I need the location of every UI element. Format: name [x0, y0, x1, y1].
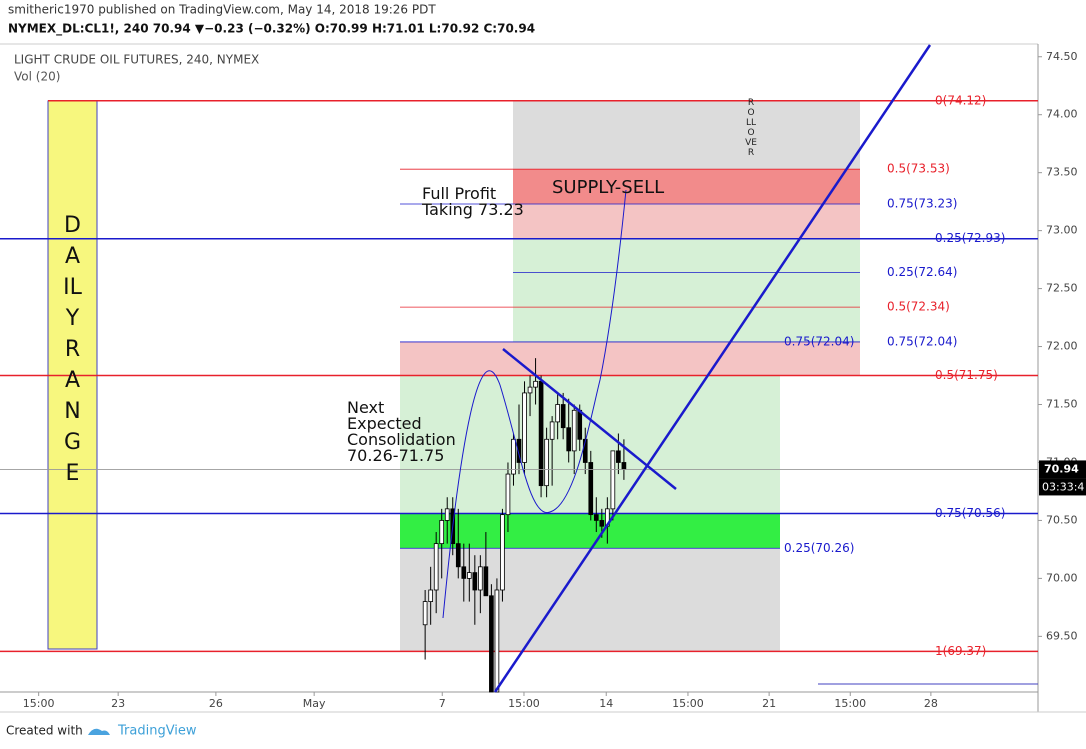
- x-tick-label: 15:00: [672, 697, 704, 710]
- zone: [513, 238, 860, 342]
- level-label: 0.5(72.34): [887, 300, 950, 314]
- quote: NYMEX_DL:CL1!, 240 70.94 ▼−0.23 (−0.32%)…: [8, 22, 535, 37]
- y-tick-label: 70.00: [1046, 571, 1078, 584]
- candle-body: [439, 520, 445, 545]
- level-label: 0.25(72.93): [935, 231, 1005, 245]
- countdown-label: 03:33:4: [1042, 480, 1084, 493]
- level-label: 0.75(72.04): [784, 334, 854, 348]
- x-tick-label: 15:00: [834, 697, 866, 710]
- candle-body: [533, 380, 538, 388]
- y-tick-label: 72.00: [1046, 340, 1078, 353]
- level-label: 0.5(73.53): [887, 162, 950, 176]
- candle-body: [472, 572, 478, 591]
- candle-body: [478, 566, 483, 591]
- marks: 69.5070.0070.5071.0071.5072.0072.5073.00…: [0, 50, 1086, 710]
- rollover-label: ROLLOVER: [745, 98, 757, 158]
- zone: [513, 169, 860, 204]
- x-tick-label: 14: [599, 697, 613, 710]
- supply-label: SUPPLY-SELL: [552, 177, 665, 198]
- y-tick-label: 72.50: [1046, 282, 1078, 295]
- last-price-box: [1039, 460, 1086, 479]
- trendline: [493, 44, 932, 693]
- y-tick-label: 69.50: [1046, 629, 1078, 642]
- zone: [513, 100, 860, 170]
- candle-body: [422, 601, 428, 626]
- level-label: 0(74.12): [935, 93, 986, 107]
- footer-brand[interactable]: TradingView: [117, 724, 197, 739]
- level-label: 0.75(72.04): [887, 334, 957, 348]
- candle-body: [544, 438, 549, 487]
- candle-body: [461, 566, 467, 579]
- candle-body: [489, 595, 494, 693]
- y-tick-label: 71.50: [1046, 398, 1078, 411]
- candle-body: [483, 566, 489, 597]
- x-tick-label: 15:00: [508, 697, 540, 710]
- x-tick-label: 15:00: [23, 697, 55, 710]
- candle-body: [466, 572, 472, 579]
- candle-body: [494, 589, 500, 693]
- consolidation-note: Next Expected Consolidation 70.26-71.75: [347, 398, 456, 465]
- candle-body: [566, 427, 572, 452]
- y-tick-label: 73.50: [1046, 166, 1078, 179]
- candle-body: [571, 409, 577, 452]
- level-label: 0.25(70.26): [784, 541, 854, 555]
- level-label: 0.75(73.23): [887, 196, 957, 210]
- chart-title: LIGHT CRUDE OIL FUTURES, 240, NYMEX: [14, 53, 259, 67]
- publisher: smitheric1970 published on TradingView.c…: [8, 3, 436, 17]
- level-label: 0.25(72.64): [887, 265, 957, 279]
- candle-body: [538, 380, 544, 487]
- last-price-label: 70.94: [1044, 462, 1079, 475]
- level-label: 0.75(70.56): [935, 506, 1005, 520]
- zone: [513, 203, 860, 239]
- candle-body: [582, 438, 588, 463]
- candle-body: [433, 543, 439, 591]
- candle-body: [500, 514, 505, 591]
- y-tick-label: 74.50: [1046, 50, 1078, 63]
- candle-body: [621, 462, 627, 470]
- x-tick-label: 28: [924, 697, 938, 710]
- footer-created: Created with: [6, 724, 83, 738]
- logo: [88, 728, 110, 735]
- candle-body: [505, 473, 511, 516]
- candle-body: [560, 404, 566, 429]
- candle-body: [577, 409, 583, 440]
- subtitle: Vol (20): [14, 70, 60, 84]
- zone: [400, 341, 860, 376]
- candle-body: [593, 514, 599, 521]
- candle-body: [549, 421, 555, 440]
- candle-body: [527, 386, 533, 394]
- candle-body: [511, 438, 516, 475]
- candle-body: [555, 404, 560, 423]
- level-label: 1(69.37): [935, 644, 986, 658]
- candle-body: [516, 438, 522, 463]
- level-label: 0.5(71.75): [935, 368, 998, 382]
- candle-body: [444, 508, 450, 521]
- trendline: [502, 348, 677, 490]
- x-tick-label: 26: [209, 697, 223, 710]
- countdown-box: [1039, 478, 1086, 496]
- x-tick-label: 21: [762, 697, 776, 710]
- y-tick-label: 73.00: [1046, 224, 1078, 237]
- candle-body: [455, 543, 461, 568]
- candle-body: [610, 450, 616, 510]
- daily-range-label: DAILY RANGE: [63, 213, 94, 486]
- x-tick-label: May: [303, 697, 326, 710]
- candle-body: [599, 520, 605, 527]
- y-tick-label: 74.00: [1046, 108, 1078, 121]
- candle-body: [588, 462, 594, 516]
- profit-note: Full Profit Taking 73.23: [422, 184, 524, 219]
- zone: [400, 513, 780, 549]
- x-tick-label: 7: [439, 697, 446, 710]
- candle-body: [616, 450, 621, 463]
- projection-curve: [442, 189, 627, 619]
- x-tick-label: 23: [111, 697, 125, 710]
- candle-body: [428, 589, 433, 602]
- candle-body: [522, 392, 527, 463]
- y-tick-label: 70.50: [1046, 513, 1078, 526]
